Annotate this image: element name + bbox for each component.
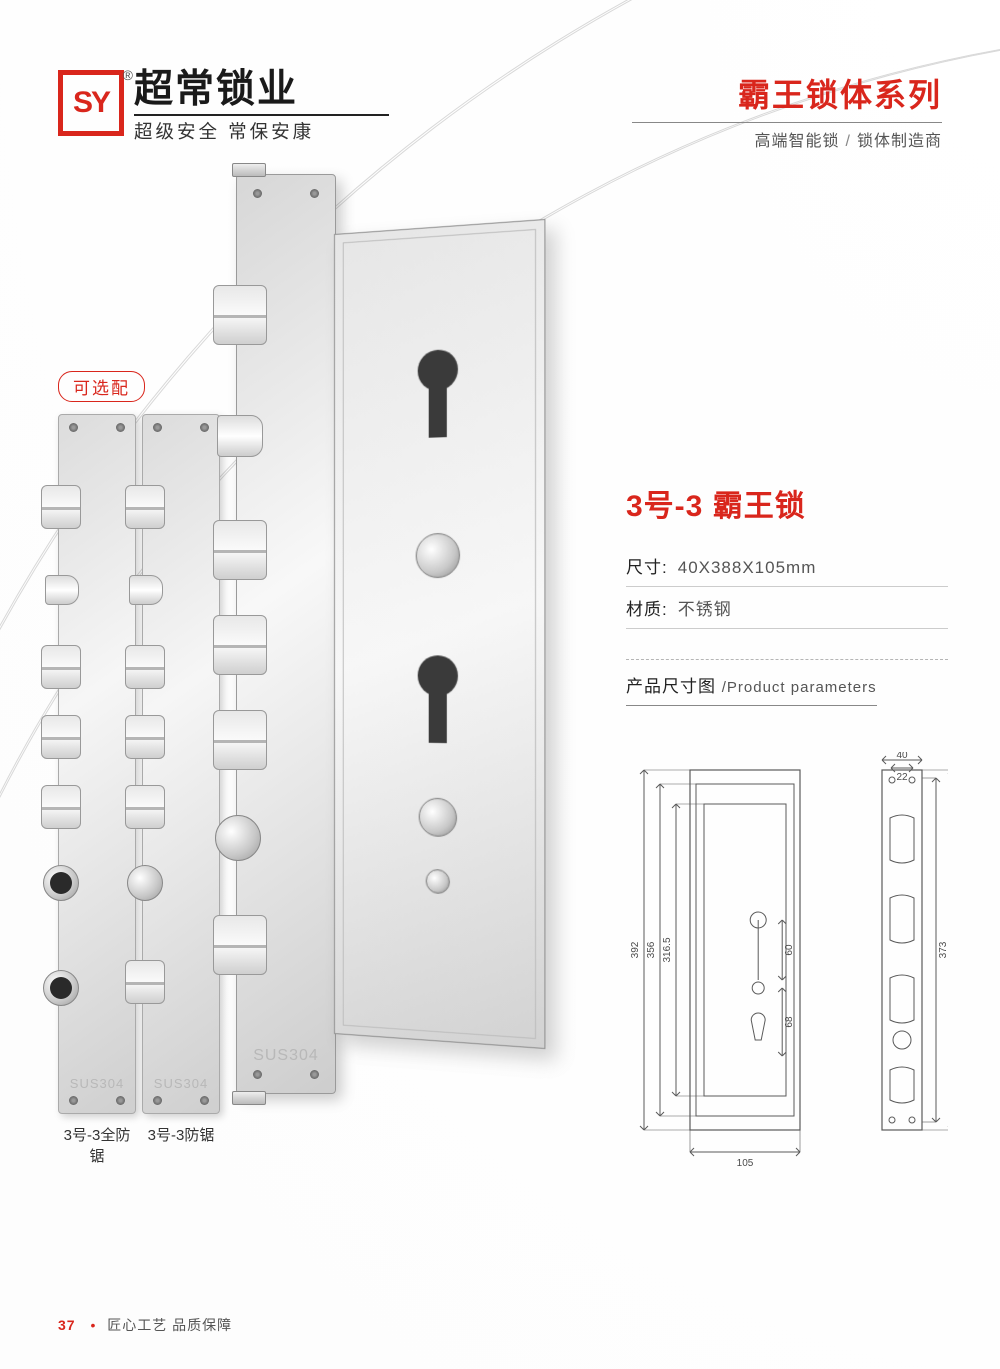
svg-text:105: 105: [737, 1158, 754, 1169]
svg-text:373: 373: [938, 941, 948, 958]
variant-b-caption: 3号-3防锯: [142, 1124, 220, 1166]
series-sub-right: 锁体制造商: [857, 133, 942, 150]
brand-slogan: 超级安全 常保安康: [134, 118, 389, 144]
brand-name: 超常锁业: [134, 70, 389, 111]
brand-logo-letters: SY: [73, 86, 109, 120]
series-rule: [632, 122, 942, 123]
option-pill: 可选配: [58, 371, 145, 402]
spec-size: 尺寸: 40X388X105mm: [626, 545, 948, 587]
page-footer: 37 • 匠心工艺 品质保障: [58, 1315, 232, 1335]
diagram-faceplate: 4022373388: [838, 752, 948, 1172]
spec-material-value: 不锈钢: [678, 595, 732, 620]
svg-text:22: 22: [896, 772, 908, 783]
variant-captions: 3号-3全防锯 3号-3防锯 .: [58, 1124, 566, 1166]
variant-a-caption: 3号-3全防锯: [58, 1124, 136, 1166]
diagram-lock-body: 392 356 316.5 105 60 68: [626, 752, 816, 1172]
params-heading: 产品尺寸图 /Product parameters: [626, 672, 877, 706]
info-column: 3号-3 霸王锁 尺寸: 40X388X105mm 材质: 不锈钢 产品尺寸图 …: [626, 211, 948, 1172]
footer-tagline: 匠心工艺 品质保障: [107, 1317, 232, 1333]
dimension-diagrams: 392356316.51056068 4022373388: [626, 752, 948, 1172]
page-header: SY ® 超常锁业 超级安全 常保安康 霸王锁体系列 高端智能锁/锁体制造商: [58, 70, 942, 151]
svg-text:60: 60: [784, 944, 795, 956]
page-number: 37: [58, 1317, 76, 1333]
main-stamp: SUS304: [237, 1047, 335, 1065]
spec-size-label: 尺寸:: [626, 553, 668, 578]
params-heading-en: /Product parameters: [722, 679, 877, 696]
variant-plate-b: SUS304: [142, 414, 220, 1114]
spec-material: 材质: 不锈钢: [626, 587, 948, 629]
footer-dot: •: [90, 1317, 96, 1333]
variant-a-stamp: SUS304: [59, 1076, 135, 1091]
svg-text:40: 40: [896, 752, 908, 761]
svg-text:392: 392: [630, 941, 641, 958]
series-block: 霸王锁体系列 高端智能锁/锁体制造商: [632, 70, 942, 151]
series-title: 霸王锁体系列: [632, 70, 942, 116]
spec-material-label: 材质:: [626, 595, 668, 620]
product-photo-column: 可选配 SUS304: [58, 211, 598, 1172]
svg-text:316.5: 316.5: [662, 937, 673, 962]
registered-mark: ®: [123, 67, 133, 83]
brand-logo: SY ®: [58, 70, 124, 136]
params-heading-cn: 产品尺寸图: [626, 677, 716, 696]
product-title: 3号-3 霸王锁: [626, 481, 948, 525]
series-subtitle: 高端智能锁/锁体制造商: [632, 127, 942, 151]
spec-size-value: 40X388X105mm: [678, 558, 817, 578]
brand-rule: [134, 114, 389, 116]
variant-b-stamp: SUS304: [143, 1076, 219, 1091]
series-sub-left: 高端智能锁: [755, 133, 840, 150]
brand-block: SY ® 超常锁业 超级安全 常保安康: [58, 70, 389, 144]
main-lock: SUS304: [236, 154, 566, 1114]
svg-text:356: 356: [646, 941, 657, 958]
svg-text:68: 68: [784, 1016, 795, 1028]
dashed-rule: [626, 659, 948, 660]
